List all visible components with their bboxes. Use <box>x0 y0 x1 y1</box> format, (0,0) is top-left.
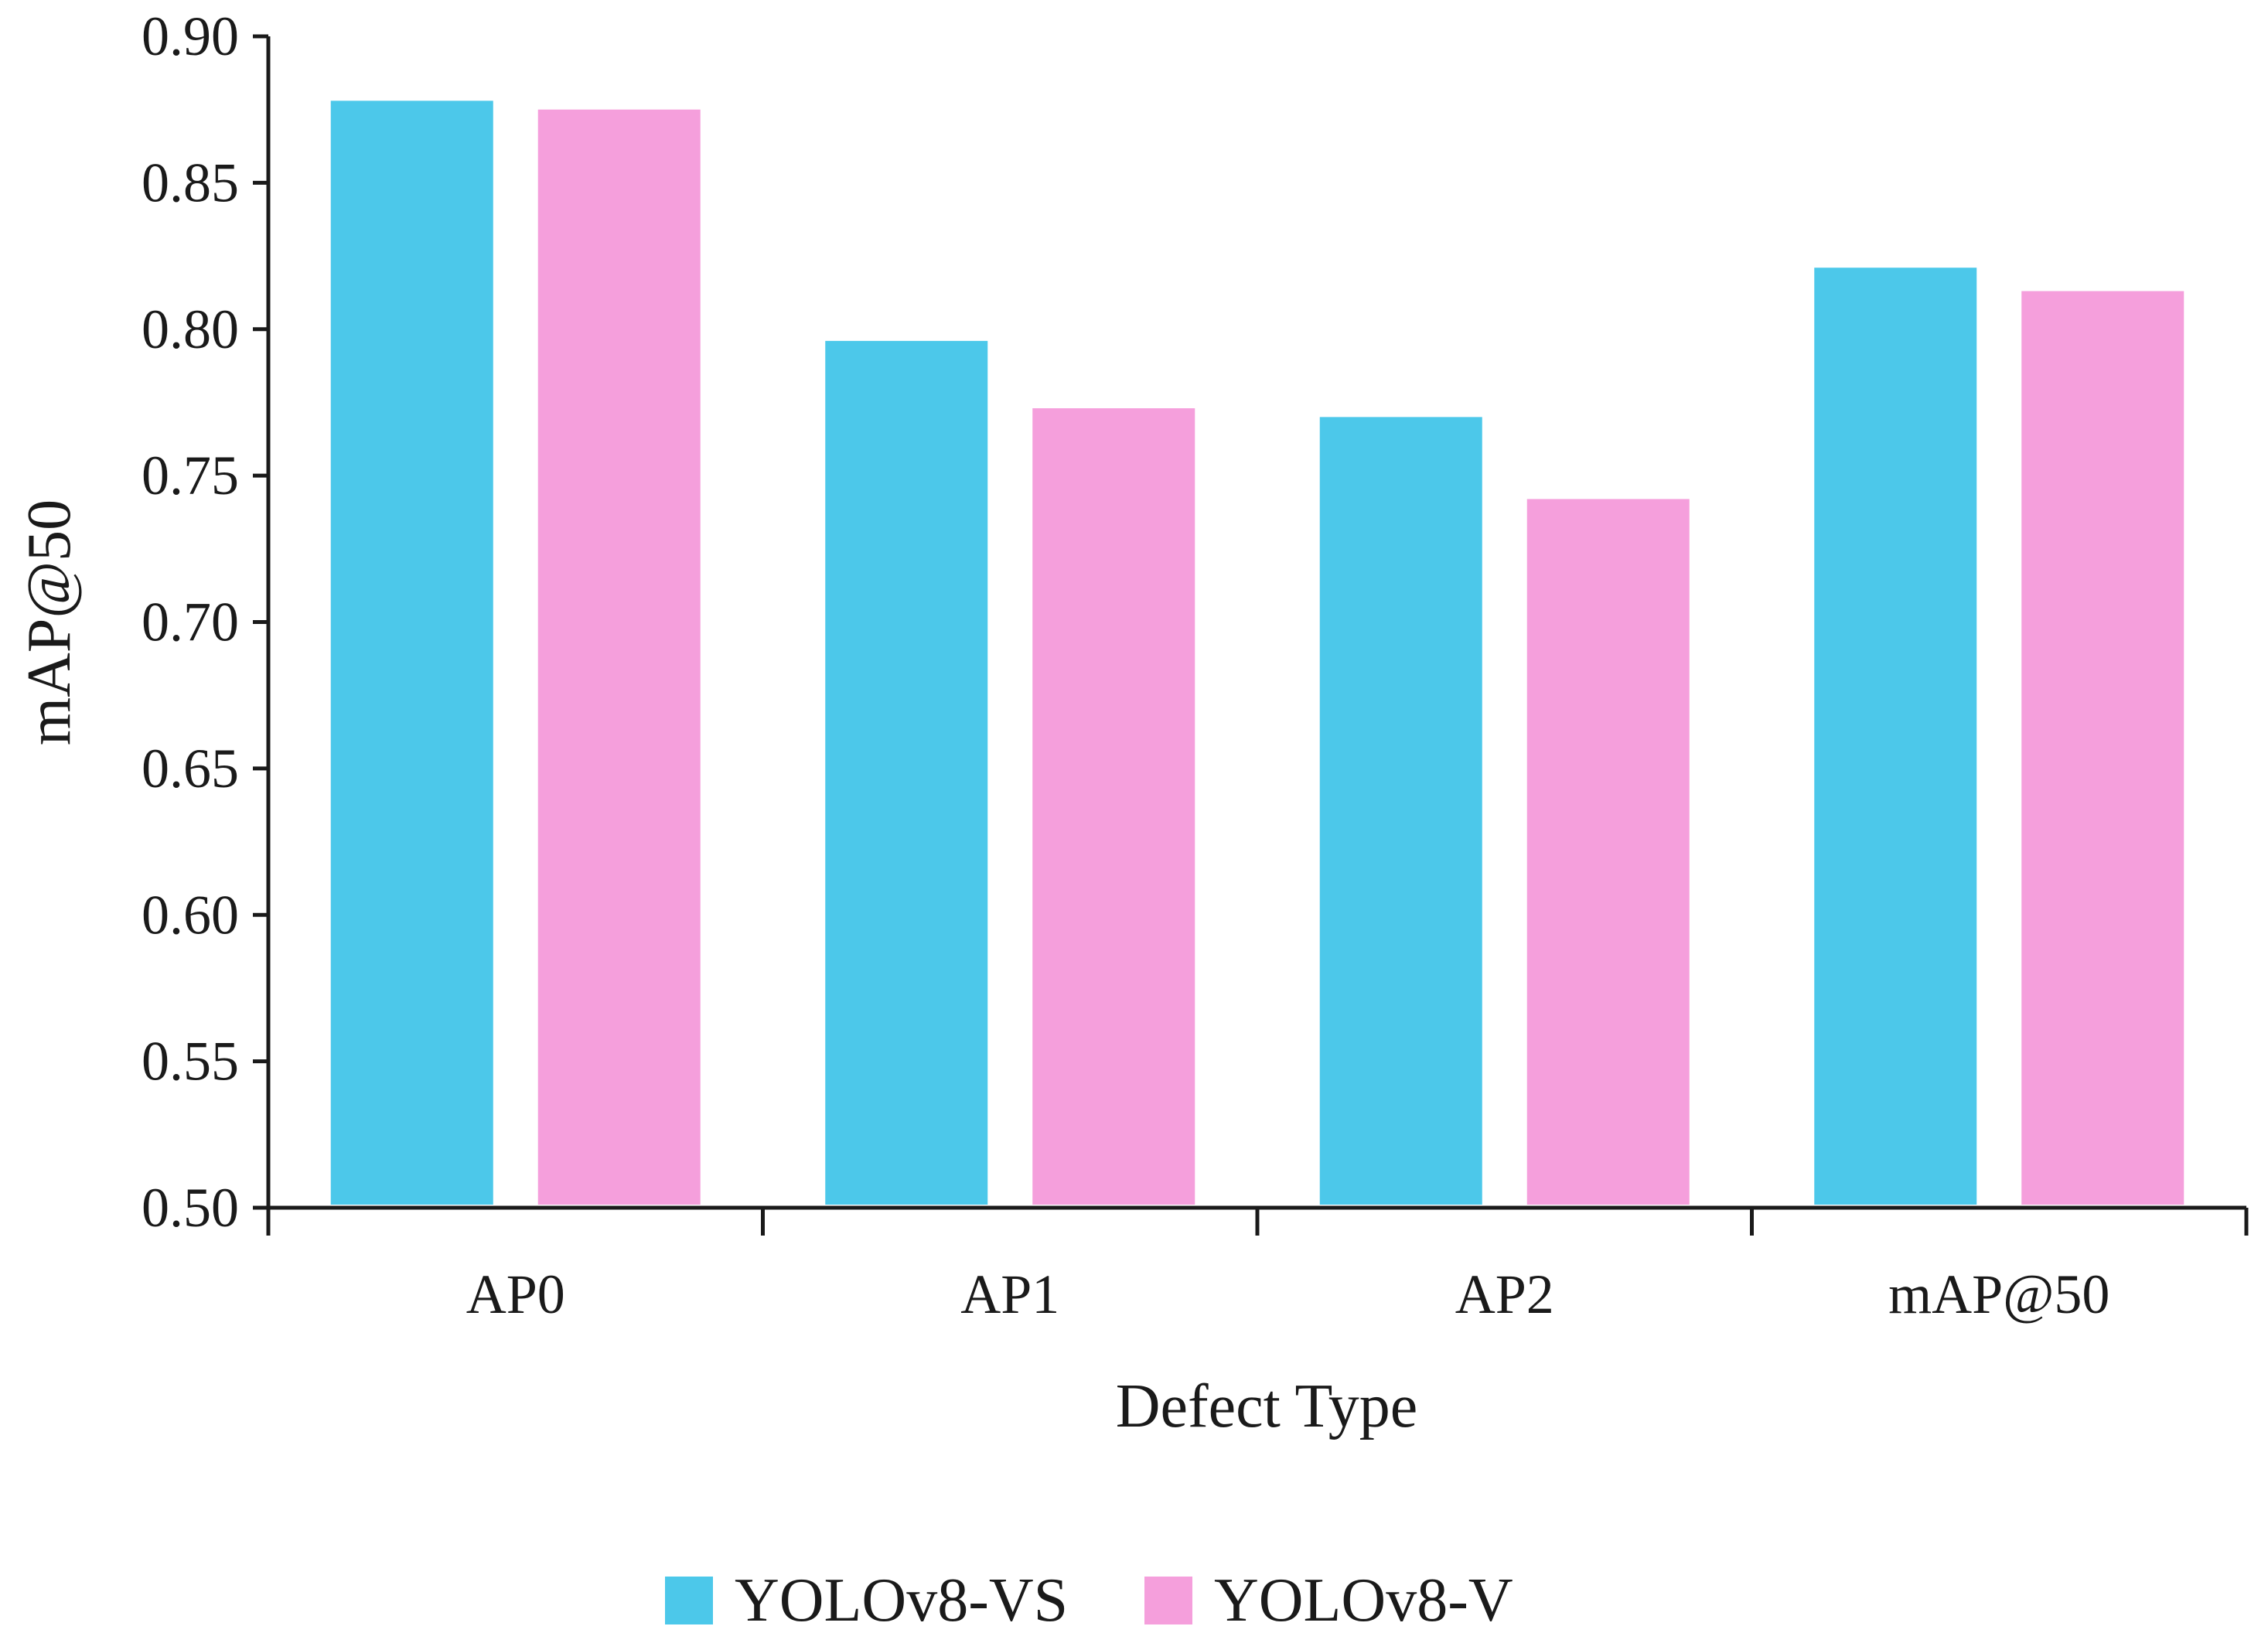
bar-yolov8-vs-ap0 <box>330 101 493 1205</box>
bar-yolov8-vs-ap2 <box>1319 417 1482 1205</box>
y-tick-label: 0.65 <box>142 738 239 799</box>
bars-layer <box>330 101 2184 1205</box>
x-axis-title: Defect Type <box>1116 1372 1418 1440</box>
bar-yolov8-v-map50 <box>2021 291 2184 1205</box>
y-tick-label: 0.60 <box>142 884 239 946</box>
legend-label-yolov8-v: YOLOv8-V <box>1214 1566 1513 1635</box>
y-tick-label: 0.85 <box>142 152 239 213</box>
y-axis-title: mAP@50 <box>15 499 84 745</box>
x-tick-label: AP0 <box>466 1263 565 1325</box>
bar-yolov8-vs-ap1 <box>825 340 988 1205</box>
y-tick-label: 0.50 <box>142 1177 239 1239</box>
legend: YOLOv8-VS YOLOv8-V <box>665 1566 1513 1635</box>
y-tick-label: 0.70 <box>142 591 239 653</box>
y-tick-label: 0.75 <box>142 445 239 506</box>
x-tick-label: mAP@50 <box>1888 1263 2109 1325</box>
legend-swatch-yolov8-vs <box>665 1577 713 1624</box>
y-tick-label: 0.55 <box>142 1031 239 1093</box>
y-tick-label: 0.80 <box>142 298 239 360</box>
bar-yolov8-v-ap0 <box>537 109 701 1205</box>
y-tick-label: 0.90 <box>142 5 239 67</box>
x-tick-label: AP1 <box>960 1263 1059 1325</box>
bar-yolov8-v-ap2 <box>1526 499 1690 1205</box>
bar-yolov8-v-ap1 <box>1032 408 1195 1205</box>
x-tick-label: AP2 <box>1455 1263 1554 1325</box>
legend-swatch-yolov8-v <box>1144 1577 1192 1624</box>
bar-yolov8-vs-map50 <box>1814 268 1977 1205</box>
axes-layer <box>253 34 2249 1236</box>
labels-layer: 0.50 0.55 0.60 0.65 0.70 0.75 0.80 0.85 0.90 AP0 A… <box>15 5 2109 1440</box>
legend-label-yolov8-vs: YOLOv8-VS <box>735 1566 1068 1635</box>
